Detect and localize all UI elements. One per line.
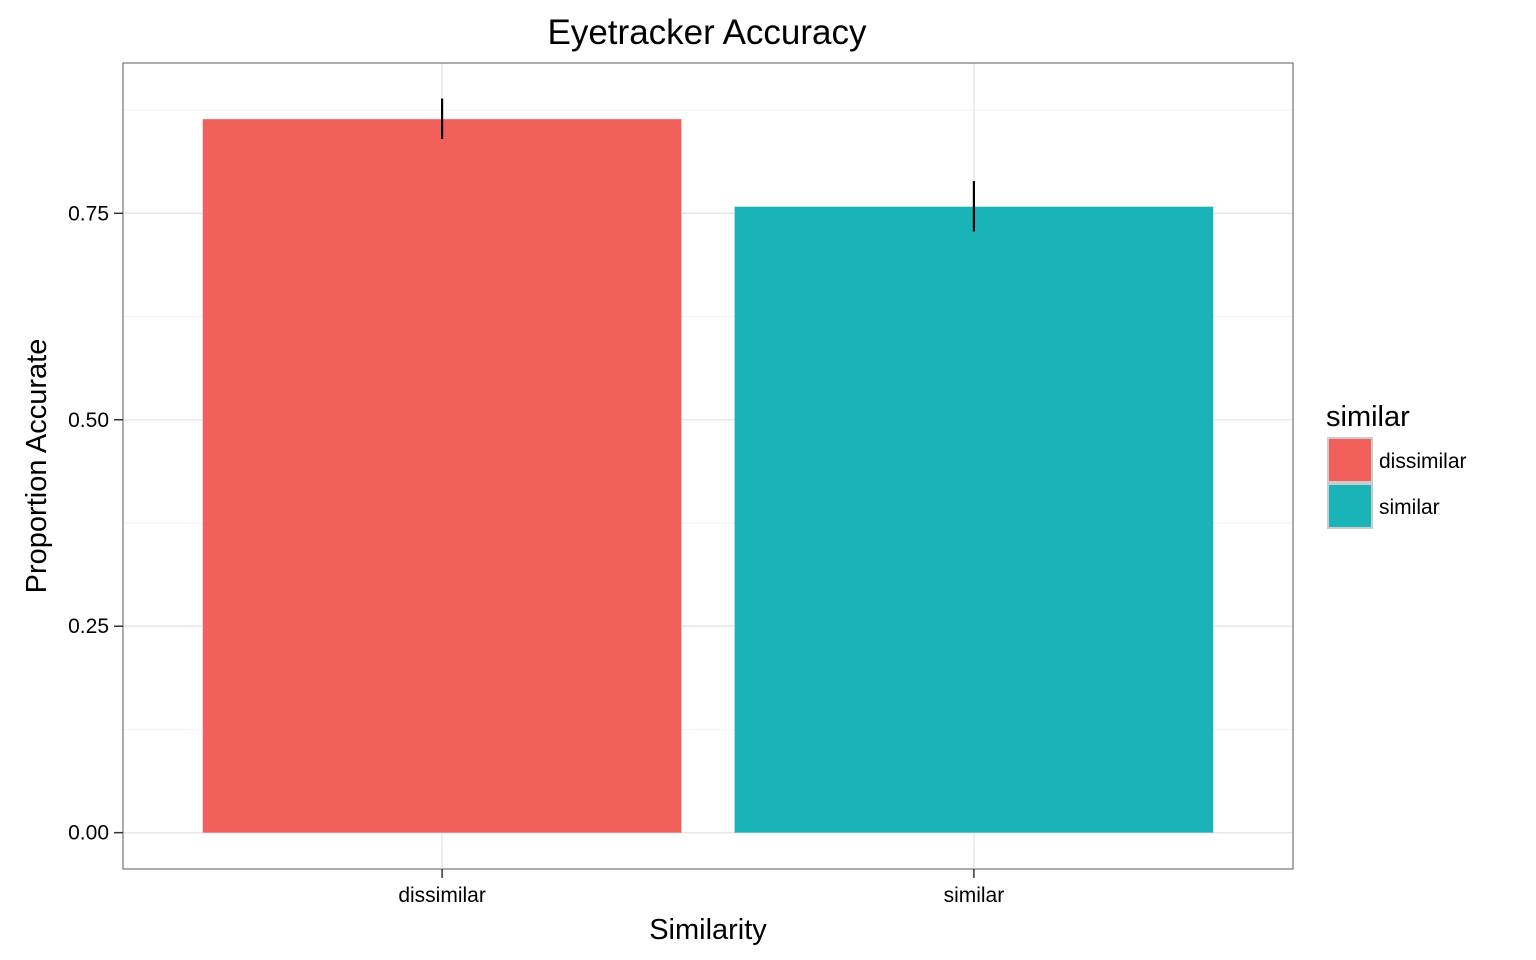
x-tick-label: similar	[944, 884, 1005, 907]
legend-label-similar: similar	[1379, 496, 1440, 519]
bar-similar	[734, 206, 1214, 833]
legend-title: similar	[1326, 401, 1410, 433]
chart-title: Eyetracker Accuracy	[548, 13, 867, 52]
bars	[202, 119, 1214, 833]
x-axis-title: Similarity	[649, 914, 767, 946]
legend-label-dissimilar: dissimilar	[1379, 450, 1467, 473]
y-tick-label: 0.00	[68, 822, 109, 845]
error-bars	[440, 98, 976, 232]
y-tick-label: 0.50	[68, 409, 109, 432]
legend-key-dissimilar	[1327, 437, 1373, 483]
plot-panel-border	[122, 62, 1294, 870]
x-axis: dissimilar similar	[398, 869, 1004, 907]
legend-key-similar	[1327, 483, 1373, 529]
y-tick-label: 0.25	[68, 615, 109, 638]
bar-dissimilar	[202, 119, 682, 833]
x-tick-label: dissimilar	[398, 884, 486, 907]
y-axis-title: Proportion Accurate	[21, 339, 53, 594]
y-tick-label: 0.75	[68, 202, 109, 225]
legend: similar dissimilar similar	[1326, 401, 1467, 529]
y-axis: 0.00 0.25 0.50 0.75	[68, 202, 123, 845]
